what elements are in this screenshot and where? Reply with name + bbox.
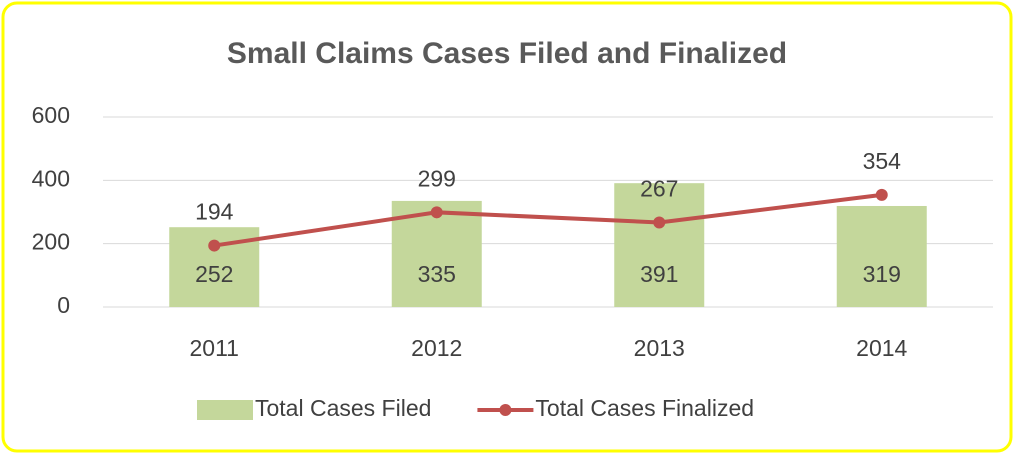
line-value-label: 267 bbox=[640, 176, 678, 202]
x-tick-label: 2011 bbox=[190, 335, 239, 361]
legend-label: Total Cases Filed bbox=[255, 395, 431, 421]
y-tick-label: 0 bbox=[57, 292, 70, 318]
bar bbox=[836, 205, 927, 307]
y-tick-label: 200 bbox=[32, 229, 70, 255]
line-marker bbox=[653, 216, 666, 229]
legend-swatch-marker bbox=[499, 404, 512, 416]
bar-value-label: 335 bbox=[418, 261, 456, 287]
legend-swatch bbox=[197, 400, 253, 420]
line bbox=[213, 192, 882, 248]
x-tick-label: 2013 bbox=[634, 335, 685, 361]
y-tick-label: 400 bbox=[32, 165, 70, 191]
x-tick-label: 2012 bbox=[411, 335, 462, 361]
line-value-label: 354 bbox=[863, 148, 902, 174]
line-value-label: 299 bbox=[418, 165, 456, 191]
x-tick-label: 2014 bbox=[856, 335, 907, 361]
bar-value-label: 391 bbox=[640, 261, 678, 287]
bar-value-label: 319 bbox=[863, 261, 901, 287]
line-marker bbox=[208, 239, 221, 252]
legend-label: Total Cases Finalized bbox=[535, 395, 754, 421]
line-marker bbox=[430, 206, 443, 219]
chart-title: Small Claims Cases Filed and Finalized bbox=[227, 37, 787, 70]
bar bbox=[614, 183, 705, 307]
bar-value-label: 252 bbox=[195, 261, 233, 287]
y-tick-label: 600 bbox=[32, 102, 70, 128]
line-marker bbox=[875, 188, 888, 201]
line-value-label: 194 bbox=[195, 199, 234, 225]
